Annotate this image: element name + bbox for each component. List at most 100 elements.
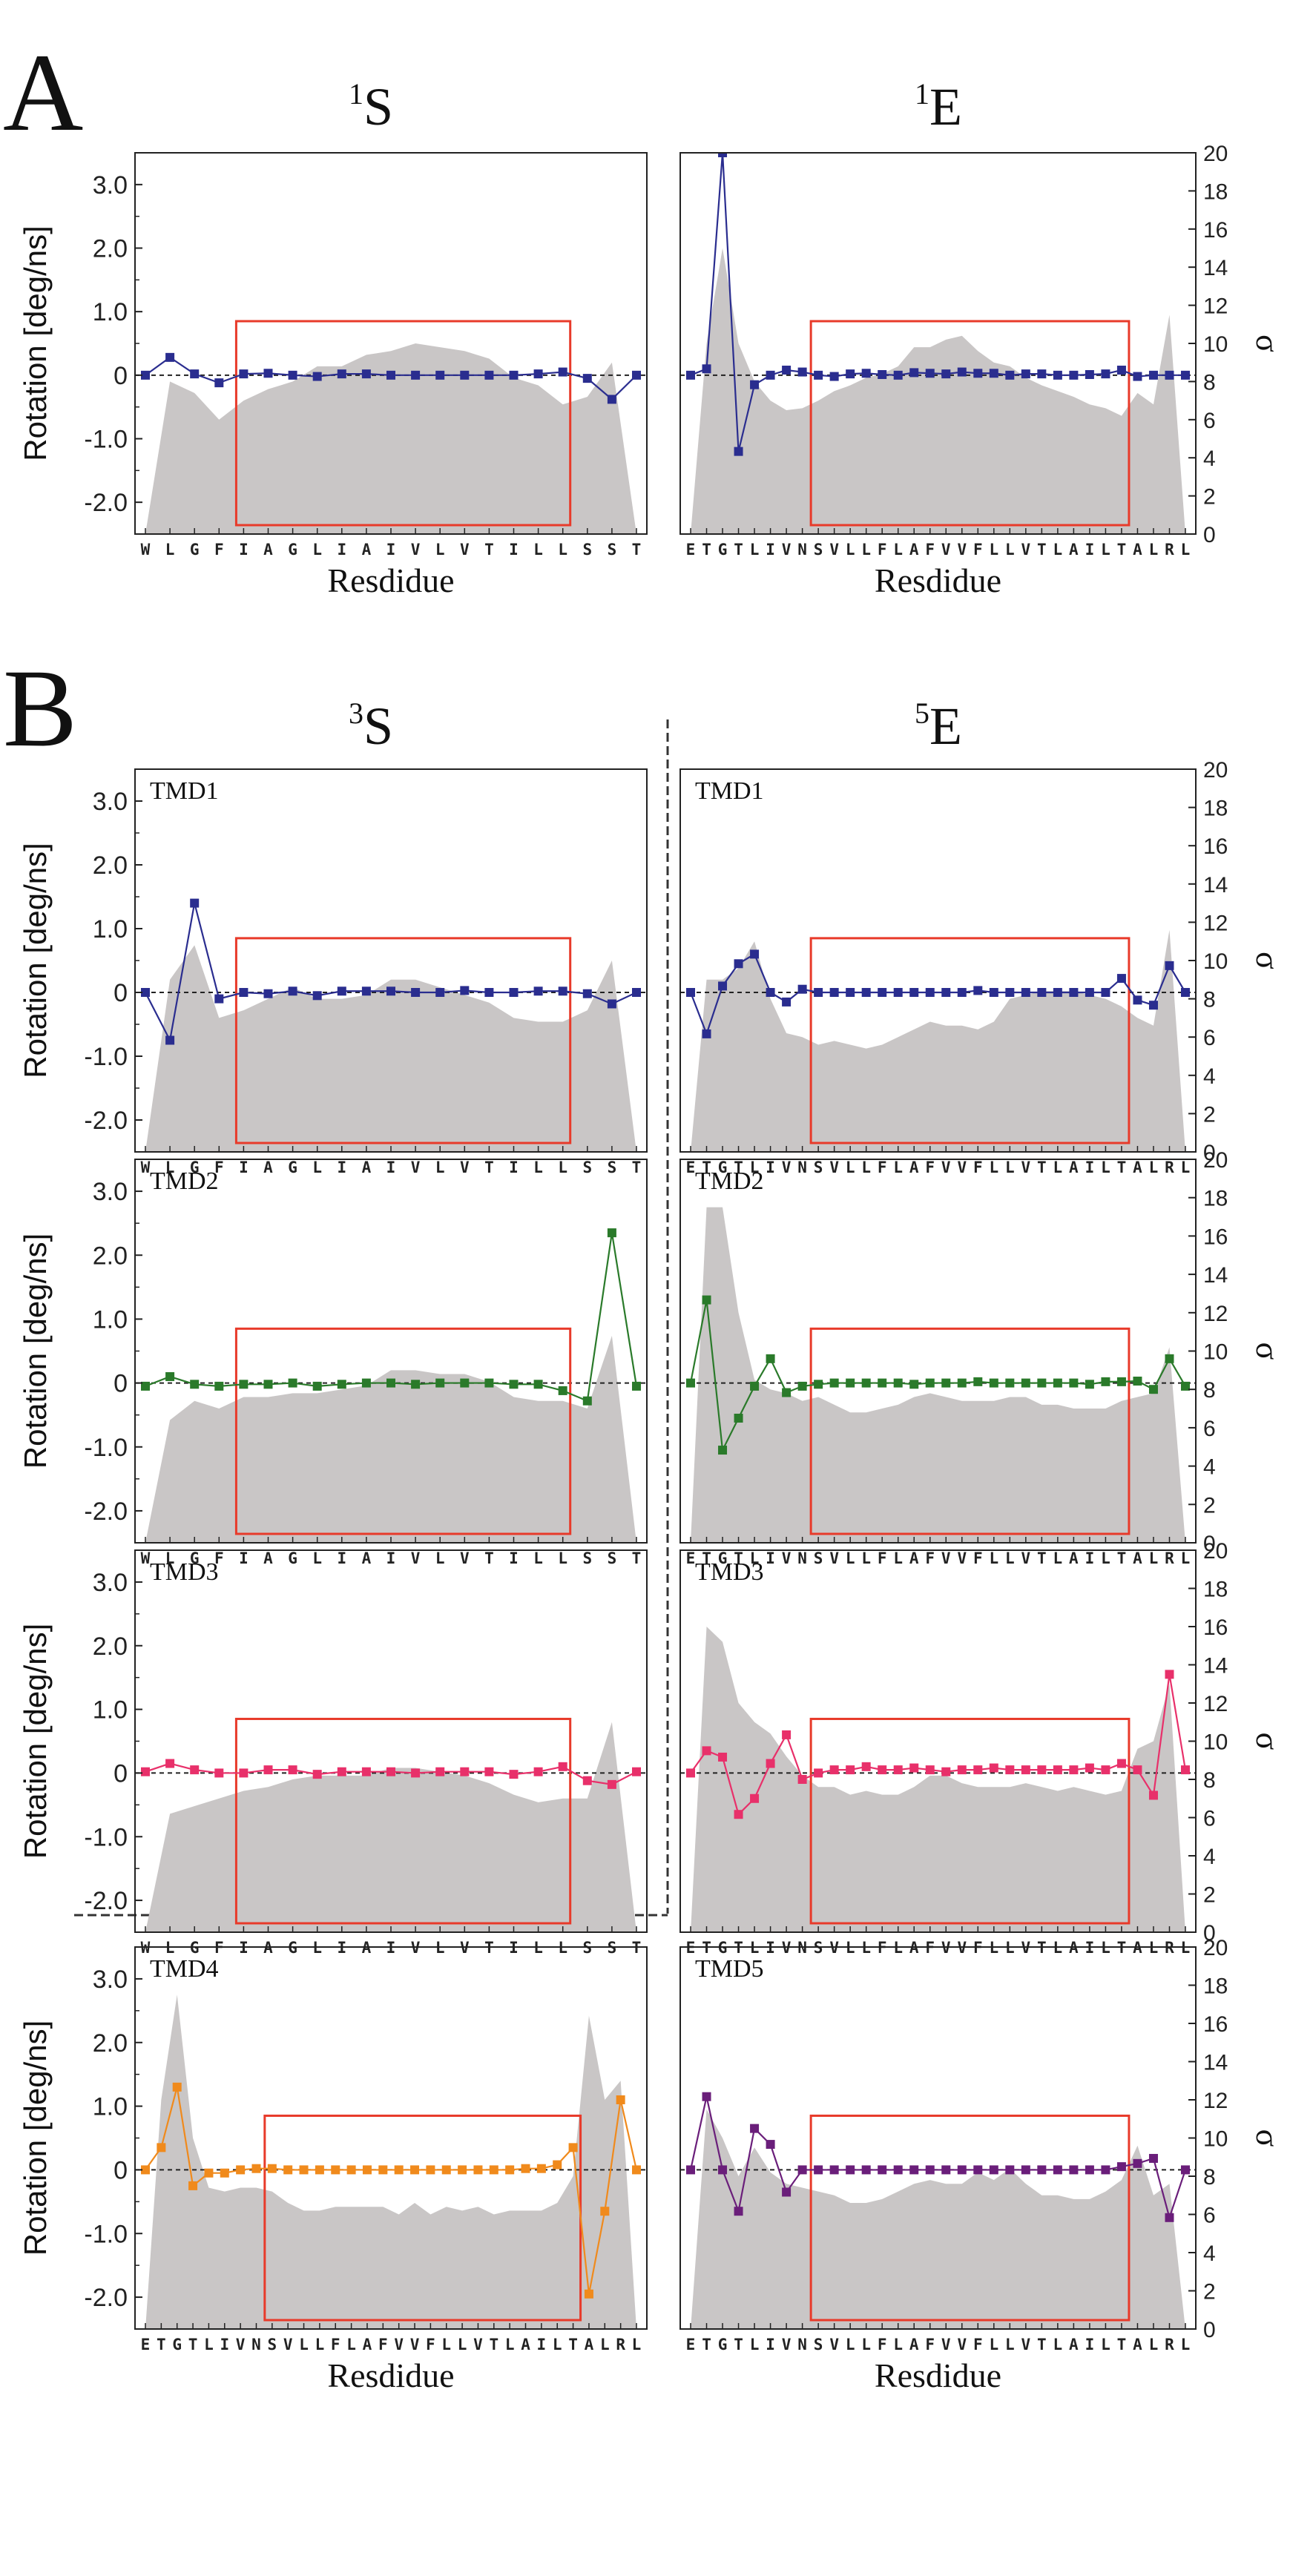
rotation-point (1133, 1376, 1142, 1386)
residue-label: I (509, 1549, 519, 1567)
rotation-point (361, 1378, 371, 1388)
residue-label: V (782, 1549, 792, 1567)
rotation-point (782, 1730, 792, 1739)
rotation-point (460, 986, 470, 995)
residue-label: T (1037, 541, 1047, 559)
sigma-tick-label: 4 (1203, 447, 1216, 471)
rotation-point (941, 988, 951, 997)
y-tick-label: 2.0 (93, 235, 128, 263)
transmembrane-box (809, 1717, 1131, 1925)
rotation-point (312, 1770, 322, 1779)
residue-label: L (533, 541, 543, 559)
residue-label: L (861, 1159, 871, 1176)
rotation-point (1005, 988, 1015, 997)
rotation-point (484, 1767, 494, 1776)
rotation-point (361, 1767, 371, 1776)
residue-label: I (509, 541, 519, 559)
sigma-axis-label: σ (1249, 952, 1286, 969)
residue-label: F (878, 541, 887, 559)
residue-label: L (1149, 1159, 1159, 1176)
rotation-point (1053, 988, 1062, 997)
rotation-point (861, 2165, 871, 2175)
rotation-point (973, 1377, 983, 1386)
rotation-point (1101, 2165, 1110, 2175)
column-title-a-right: 1E (915, 77, 962, 136)
rotation-point (632, 370, 641, 380)
residue-label: L (893, 1549, 903, 1567)
sigma-tick-label: 10 (1203, 332, 1228, 357)
sigma-area (145, 343, 636, 534)
residue-label: T (484, 1159, 494, 1176)
rotation-point (460, 370, 470, 380)
residue-label: R (616, 2336, 625, 2353)
rotation-point (734, 1810, 743, 1819)
rotation-point (750, 380, 760, 389)
rotation-point (386, 986, 395, 996)
residue-label: N (797, 2336, 807, 2353)
rotation-point (632, 1381, 641, 1391)
residue-label: L (1149, 541, 1159, 559)
rotation-point (718, 1752, 728, 1762)
residue-label: A (362, 541, 372, 559)
residue-label: T (188, 2336, 198, 2353)
tmd-label: TMD1 (695, 777, 764, 805)
residue-label: W (141, 1159, 151, 1176)
rotation-point (1165, 2213, 1174, 2222)
rotation-point (766, 370, 775, 380)
rotation-point (509, 370, 519, 380)
rotation-point (1148, 1791, 1158, 1800)
residue-label: T (1037, 2336, 1047, 2353)
residue-label: V (829, 1549, 839, 1567)
residue-label: T (484, 1549, 494, 1567)
residue-label: V (411, 1159, 421, 1176)
sigma-tick-label: 0 (1203, 1141, 1216, 1165)
residue-label: N (251, 2336, 261, 2353)
residue-label: L (1053, 541, 1063, 559)
residue-label: L (1101, 541, 1110, 559)
rotation-point (607, 395, 616, 404)
residue-label: F (925, 541, 935, 559)
rotation-point (750, 1793, 760, 1803)
rotation-point (893, 1378, 903, 1388)
residue-label: V (394, 2336, 404, 2353)
residue-label: T (632, 1549, 642, 1567)
residue-label: F (214, 1159, 224, 1176)
rotation-point (337, 1380, 346, 1389)
residue-label: T (632, 1159, 642, 1176)
rotation-point (1181, 1381, 1190, 1391)
rotation-point (141, 370, 150, 380)
rotation-point (435, 1767, 445, 1776)
rotation-point (141, 988, 150, 997)
rotation-point (750, 1381, 760, 1391)
rotation-point (941, 1378, 951, 1388)
y-tick-label: 0 (113, 1370, 128, 1398)
rotation-point (702, 2092, 711, 2101)
sigma-area (691, 929, 1185, 1152)
rotation-point (157, 2143, 166, 2152)
rotation-point (1053, 2165, 1062, 2175)
rotation-point (435, 988, 445, 997)
panel-letter-b: B (3, 647, 77, 770)
rotation-point (165, 1759, 175, 1768)
residue-label: V (941, 2336, 951, 2353)
rotation-point (505, 2165, 515, 2175)
rotation-point (686, 370, 695, 380)
residue-label: A (1069, 2336, 1079, 2353)
rotation-point (1101, 1765, 1110, 1775)
y-tick-label: -2.0 (84, 2284, 128, 2312)
residue-label: W (141, 541, 151, 559)
rotation-point (878, 988, 887, 997)
residue-label: T (734, 1549, 743, 1567)
sigma-tick-label: 12 (1203, 1692, 1228, 1716)
sigma-axis-label: σ (1249, 1343, 1286, 1360)
sigma-area (145, 1994, 636, 2329)
residue-label: T (702, 541, 711, 559)
residue-label: A (263, 1549, 273, 1567)
rotation-point (1005, 1765, 1015, 1775)
sigma-tick-label: 20 (1203, 1148, 1228, 1173)
tmd-label: TMD1 (150, 777, 219, 805)
rotation-point (861, 1378, 871, 1388)
rotation-point (782, 997, 792, 1007)
sigma-tick-label: 14 (1203, 873, 1228, 897)
rotation-point (1181, 988, 1190, 997)
